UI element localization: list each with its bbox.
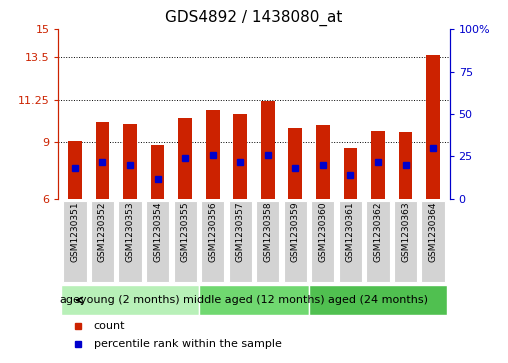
FancyBboxPatch shape	[311, 201, 334, 282]
Text: GSM1230354: GSM1230354	[153, 201, 162, 262]
Bar	[96, 122, 109, 199]
FancyBboxPatch shape	[146, 201, 169, 282]
Bar	[68, 141, 82, 199]
FancyBboxPatch shape	[339, 201, 362, 282]
Text: GSM1230351: GSM1230351	[71, 201, 79, 262]
Text: GSM1230359: GSM1230359	[291, 201, 300, 262]
Bar	[206, 110, 219, 199]
Bar	[178, 118, 192, 199]
Bar	[151, 145, 165, 199]
Text: GSM1230361: GSM1230361	[346, 201, 355, 262]
Text: count: count	[93, 321, 125, 331]
FancyBboxPatch shape	[118, 201, 142, 282]
FancyBboxPatch shape	[309, 285, 447, 315]
Text: GSM1230364: GSM1230364	[429, 201, 437, 262]
FancyBboxPatch shape	[201, 201, 224, 282]
Text: age: age	[60, 295, 81, 305]
Title: GDS4892 / 1438080_at: GDS4892 / 1438080_at	[165, 10, 343, 26]
Bar	[343, 148, 357, 199]
Text: GSM1230355: GSM1230355	[181, 201, 189, 262]
FancyBboxPatch shape	[174, 201, 197, 282]
Text: GSM1230356: GSM1230356	[208, 201, 217, 262]
FancyBboxPatch shape	[366, 201, 390, 282]
Bar	[399, 132, 412, 199]
Bar	[426, 56, 440, 199]
Text: GSM1230357: GSM1230357	[236, 201, 245, 262]
Text: GSM1230352: GSM1230352	[98, 201, 107, 262]
Text: GSM1230360: GSM1230360	[319, 201, 327, 262]
FancyBboxPatch shape	[229, 201, 252, 282]
FancyBboxPatch shape	[91, 201, 114, 282]
Text: GSM1230353: GSM1230353	[125, 201, 135, 262]
Bar	[123, 125, 137, 199]
Bar	[289, 128, 302, 199]
Text: middle aged (12 months): middle aged (12 months)	[183, 295, 325, 305]
FancyBboxPatch shape	[256, 201, 279, 282]
Bar	[233, 114, 247, 199]
Bar	[261, 101, 275, 199]
Text: GSM1230358: GSM1230358	[263, 201, 272, 262]
Text: young (2 months): young (2 months)	[80, 295, 180, 305]
FancyBboxPatch shape	[394, 201, 417, 282]
FancyBboxPatch shape	[64, 201, 86, 282]
FancyBboxPatch shape	[284, 201, 307, 282]
Text: aged (24 months): aged (24 months)	[328, 295, 428, 305]
FancyBboxPatch shape	[61, 285, 199, 315]
FancyBboxPatch shape	[422, 201, 444, 282]
Text: GSM1230363: GSM1230363	[401, 201, 410, 262]
Bar	[371, 131, 385, 199]
Text: GSM1230362: GSM1230362	[373, 201, 383, 262]
FancyBboxPatch shape	[199, 285, 309, 315]
Bar	[316, 125, 330, 199]
Text: percentile rank within the sample: percentile rank within the sample	[93, 339, 281, 349]
